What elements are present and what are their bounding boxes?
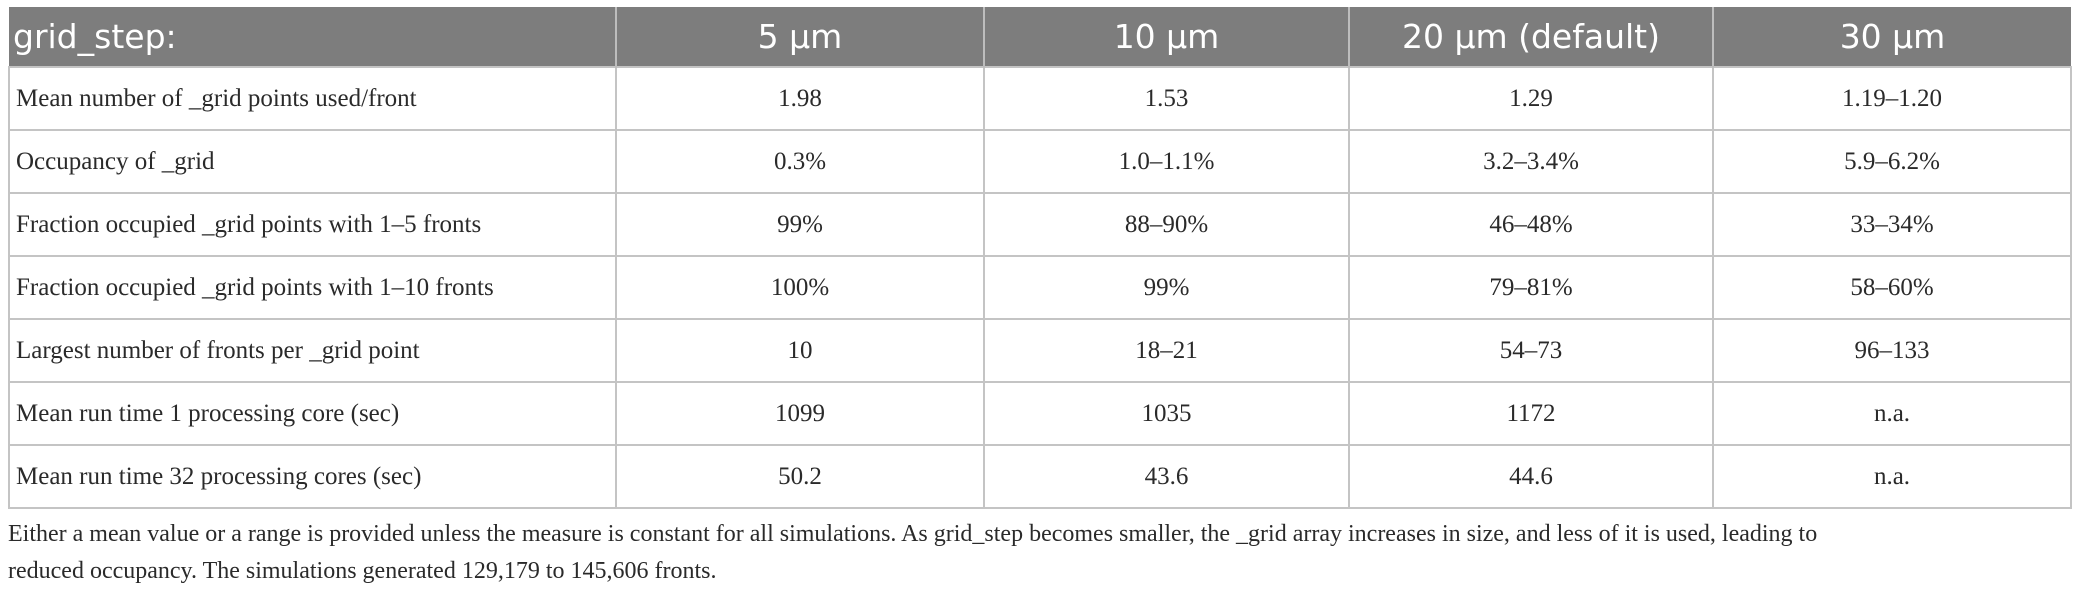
table-cell: 5.9–6.2% [1712, 129, 2072, 194]
table-row: Fraction occupied _grid points with 1–5 … [8, 192, 2072, 257]
header-cell-10um: 10 μm [983, 7, 1350, 67]
header-cell-30um: 30 μm [1712, 7, 2071, 67]
table-cell: 33–34% [1712, 192, 2072, 257]
table-cell: 46–48% [1348, 192, 1714, 257]
table-cell: 54–73 [1348, 318, 1714, 383]
table-cell: 1.98 [615, 66, 985, 131]
table-row: Mean number of _grid points used/front 1… [8, 66, 2072, 131]
table-cell: 43.6 [983, 444, 1350, 509]
footnote-line: reduced occupancy. The simulations gener… [8, 558, 717, 584]
table-cell: n.a. [1712, 444, 2072, 509]
table-cell: 1172 [1348, 381, 1714, 446]
table-cell: 79–81% [1348, 255, 1714, 320]
table-cell: 1.0–1.1% [983, 129, 1350, 194]
table-cell: 18–21 [983, 318, 1350, 383]
table-cell: 0.3% [615, 129, 985, 194]
table-cell: 3.2–3.4% [1348, 129, 1714, 194]
table-cell: 1035 [983, 381, 1350, 446]
header-row: grid_step: 5 μm 10 μm 20 μm (default) 30… [9, 7, 2071, 67]
header-cell-5um: 5 μm [615, 7, 985, 67]
header-cell-grid-step: grid_step: [9, 7, 617, 67]
row-label: Mean number of _grid points used/front [8, 66, 617, 131]
table-cell: 1.53 [983, 66, 1350, 131]
table-cell: 99% [983, 255, 1350, 320]
row-label: Mean run time 1 processing core (sec) [8, 381, 617, 446]
data-table: grid_step: 5 μm 10 μm 20 μm (default) 30… [8, 7, 2072, 509]
table-cell: 99% [615, 192, 985, 257]
header-cell-20um-default: 20 μm (default) [1348, 7, 1714, 67]
table-header: grid_step: 5 μm 10 μm 20 μm (default) 30… [9, 7, 2071, 67]
table-cell: 88–90% [983, 192, 1350, 257]
table-row: Occupancy of _grid 0.3% 1.0–1.1% 3.2–3.4… [8, 129, 2072, 194]
table-cell: 58–60% [1712, 255, 2072, 320]
row-label: Mean run time 32 processing cores (sec) [8, 444, 617, 509]
table-cell: 100% [615, 255, 985, 320]
table-row: Largest number of fronts per _grid point… [8, 318, 2072, 383]
table-body: Mean number of _grid points used/front 1… [8, 66, 2072, 509]
table-cell: 10 [615, 318, 985, 383]
table-row: Mean run time 32 processing cores (sec) … [8, 444, 2072, 509]
table-row: Mean run time 1 processing core (sec) 10… [8, 381, 2072, 446]
row-label: Largest number of fronts per _grid point [8, 318, 617, 383]
row-label: Fraction occupied _grid points with 1–5 … [8, 192, 617, 257]
table-cell: 96–133 [1712, 318, 2072, 383]
table-row: Fraction occupied _grid points with 1–10… [8, 255, 2072, 320]
table-cell: n.a. [1712, 381, 2072, 446]
row-label: Occupancy of _grid [8, 129, 617, 194]
table-cell: 44.6 [1348, 444, 1714, 509]
table-cell: 1.19–1.20 [1712, 66, 2072, 131]
table-cell: 50.2 [615, 444, 985, 509]
row-label: Fraction occupied _grid points with 1–10… [8, 255, 617, 320]
footnote-line: Either a mean value or a range is provid… [8, 521, 1818, 547]
data-table-container: grid_step: 5 μm 10 μm 20 μm (default) 30… [8, 7, 2072, 509]
table-footnote: Either a mean value or a range is provid… [8, 516, 2070, 590]
table-cell: 1099 [615, 381, 985, 446]
table-cell: 1.29 [1348, 66, 1714, 131]
